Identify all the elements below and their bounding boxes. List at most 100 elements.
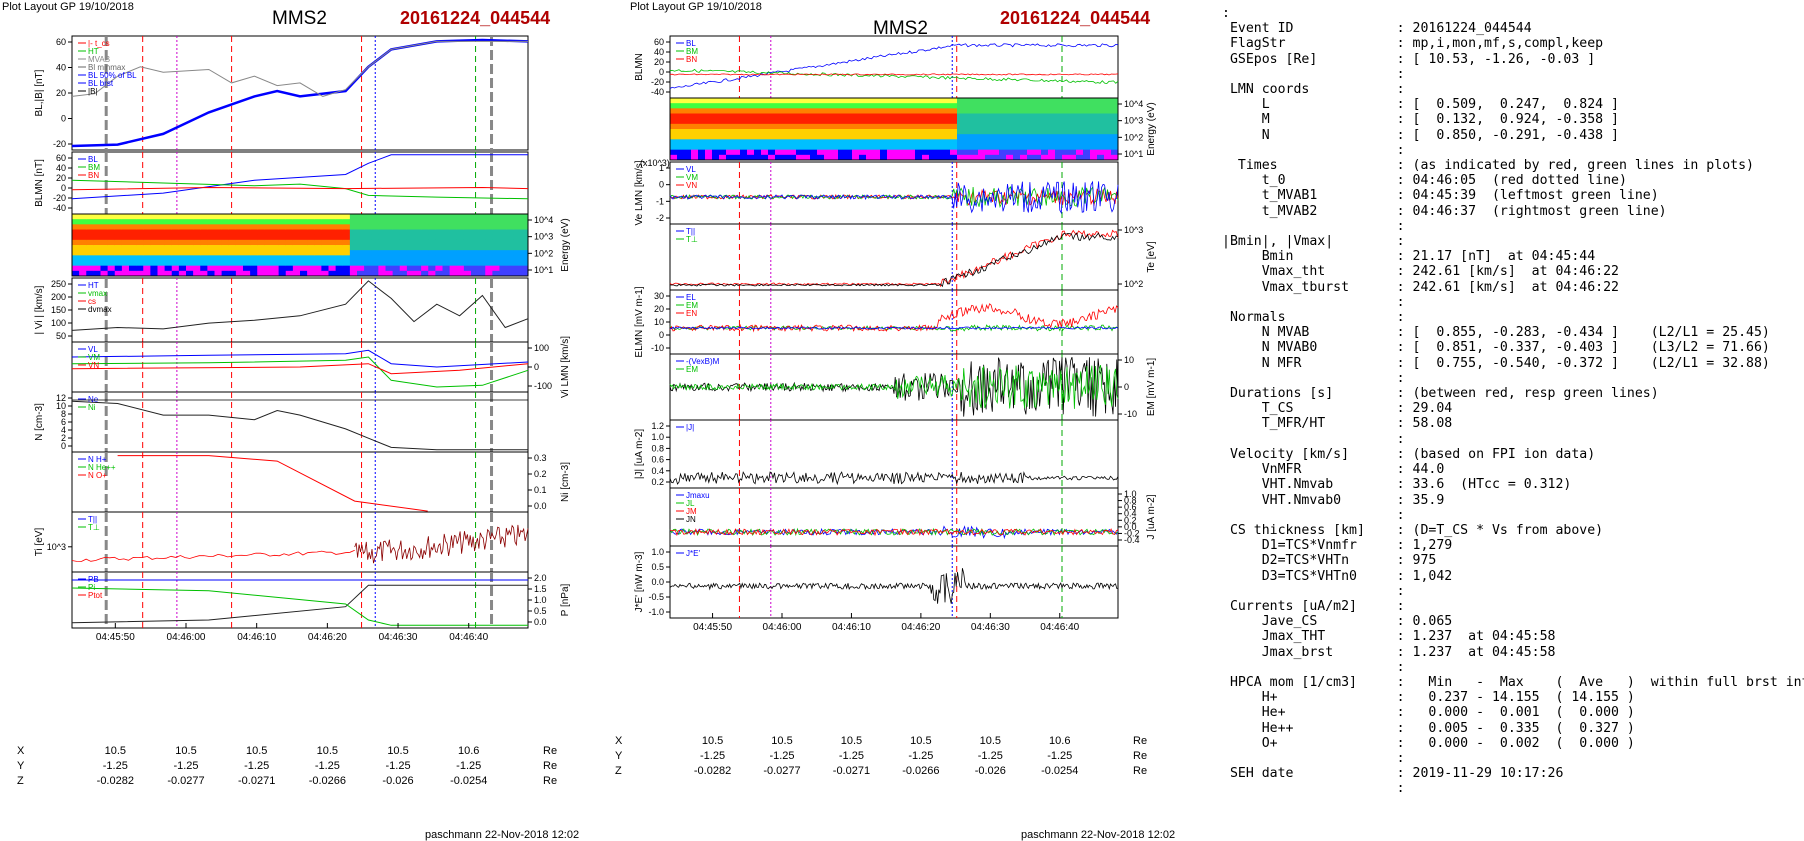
spectrogram-cell — [1104, 144, 1112, 151]
spectrogram-cell — [221, 245, 230, 251]
info-line: HPCA mom [1/cm3] : Min - Max ( Ave ) wit… — [1222, 674, 1804, 690]
spectrogram-cell — [499, 234, 508, 241]
spectrogram-cell — [992, 103, 1000, 109]
left-6-tick-6: 0 — [61, 441, 66, 451]
spectrogram-cell — [471, 214, 479, 220]
spectrogram-cell — [670, 108, 678, 114]
spectrogram-cell — [1104, 98, 1112, 104]
spectrogram-cell — [478, 239, 486, 246]
spectrogram-cell — [513, 229, 522, 236]
spectrogram-cell — [392, 219, 401, 225]
spectrogram-cell — [747, 149, 755, 156]
spectrogram-cell — [93, 255, 101, 261]
spectrogram-cell — [264, 214, 272, 220]
position-value: 10.5 — [979, 735, 1002, 747]
spectrogram-cell — [803, 123, 811, 130]
spectrogram-cell — [321, 245, 329, 251]
info-line: He++ : 0.005 - 0.335 ( 0.327 ) — [1222, 720, 1635, 736]
spectrogram-cell — [406, 214, 415, 220]
spectrogram-cell — [873, 98, 881, 104]
left-7-legend-0: N H+ — [88, 455, 107, 464]
spectrogram-cell — [712, 139, 720, 145]
spectrogram-cell — [789, 129, 797, 135]
spectrogram-cell — [150, 229, 158, 236]
spectrogram-cell — [831, 154, 839, 161]
spectrogram-cell — [171, 229, 180, 236]
spectrogram-cell — [670, 113, 678, 120]
spectrogram-cell — [364, 224, 372, 230]
spectrogram-cell — [957, 144, 965, 151]
spectrogram-cell — [300, 214, 308, 220]
spectrogram-cell — [72, 250, 80, 256]
left-6-ylabel: N [cm-3] — [34, 403, 45, 441]
spectrogram-cell — [712, 113, 720, 120]
info-line: VnMFR : 44.0 — [1222, 462, 1445, 478]
spectrogram-cell — [712, 129, 720, 135]
left-6-frame — [71, 391, 529, 453]
spectrogram-cell — [471, 219, 479, 225]
left-4-legend-1: vmax — [88, 289, 107, 298]
spectrogram-cell — [100, 270, 109, 277]
mid-6-legend-1: EM — [686, 365, 698, 374]
spectrogram-cell — [421, 265, 429, 272]
spectrogram-cell — [371, 229, 379, 236]
spectrogram-cell — [747, 118, 755, 125]
spectrogram-cell — [894, 98, 902, 104]
spectrogram-cell — [421, 229, 429, 236]
spectrogram-cell — [178, 245, 187, 251]
spectrogram-cell — [684, 129, 692, 135]
left-time-tick-1: 04:46:00 — [167, 632, 206, 643]
spectrogram-cell — [1013, 149, 1021, 156]
mid-3-tick-2: -1 — [656, 196, 664, 206]
left-plot-caption: Plot Layout GP 19/10/2018 — [2, 1, 134, 13]
position-value: -0.0254 — [1041, 765, 1079, 777]
position-value: -1.25 — [456, 760, 482, 772]
spectrogram-cell — [442, 270, 451, 277]
spectrogram-cell — [335, 255, 344, 261]
spectrogram-cell — [761, 149, 769, 156]
spectrogram-cell — [726, 149, 734, 156]
spectrogram-cell — [93, 214, 101, 220]
spectrogram-cell — [406, 255, 415, 261]
spectrogram-cell — [943, 154, 951, 161]
spectrogram-cell — [964, 149, 972, 156]
spectrogram-cell — [271, 214, 280, 220]
spectrogram-cell — [817, 144, 825, 151]
spectrogram-cell — [1027, 108, 1035, 114]
spectrogram-cell — [929, 139, 937, 145]
spectrogram-cell — [831, 144, 839, 151]
spectrogram-cell — [228, 219, 237, 225]
spectrogram-cell — [485, 265, 493, 272]
mid-2-tick-2: 10^2 — [1124, 132, 1143, 142]
spectrogram-cell — [243, 265, 251, 272]
spectrogram-cell — [506, 219, 515, 225]
mid-5-legend-0: EL — [686, 293, 696, 302]
spectrogram-cell — [513, 255, 522, 261]
mid-1-tick-1: 40 — [654, 47, 664, 57]
spectrogram-cell — [670, 118, 678, 125]
spectrogram-cell — [992, 154, 1000, 161]
spectrogram-cell — [859, 139, 867, 145]
spectrogram-cell — [992, 149, 1000, 156]
spectrogram-cell — [485, 260, 493, 267]
spectrogram-cell — [214, 229, 223, 236]
left-8-ylabel: Ti [eV] — [34, 528, 45, 557]
spectrogram-cell — [520, 234, 529, 241]
spectrogram-cell — [428, 219, 436, 225]
spectrogram-cell — [342, 219, 351, 225]
spectrogram-cell — [838, 98, 846, 104]
mid-5-tick-1: 20 — [654, 304, 664, 314]
left-6-tick-4: 4 — [61, 425, 66, 435]
spectrogram-cell — [264, 239, 272, 246]
spectrogram-cell — [1048, 103, 1056, 109]
spectrogram-cell — [300, 234, 308, 241]
spectrogram-cell — [442, 239, 451, 246]
spectrogram-cell — [838, 149, 846, 156]
spectrogram-cell — [978, 118, 986, 125]
spectrogram-cell — [670, 134, 678, 140]
left-time-tick-4: 04:46:30 — [379, 632, 418, 643]
mid-7-tick-1: 1.0 — [651, 432, 664, 442]
spectrogram-cell — [264, 229, 272, 236]
spectrogram-cell — [357, 265, 365, 272]
